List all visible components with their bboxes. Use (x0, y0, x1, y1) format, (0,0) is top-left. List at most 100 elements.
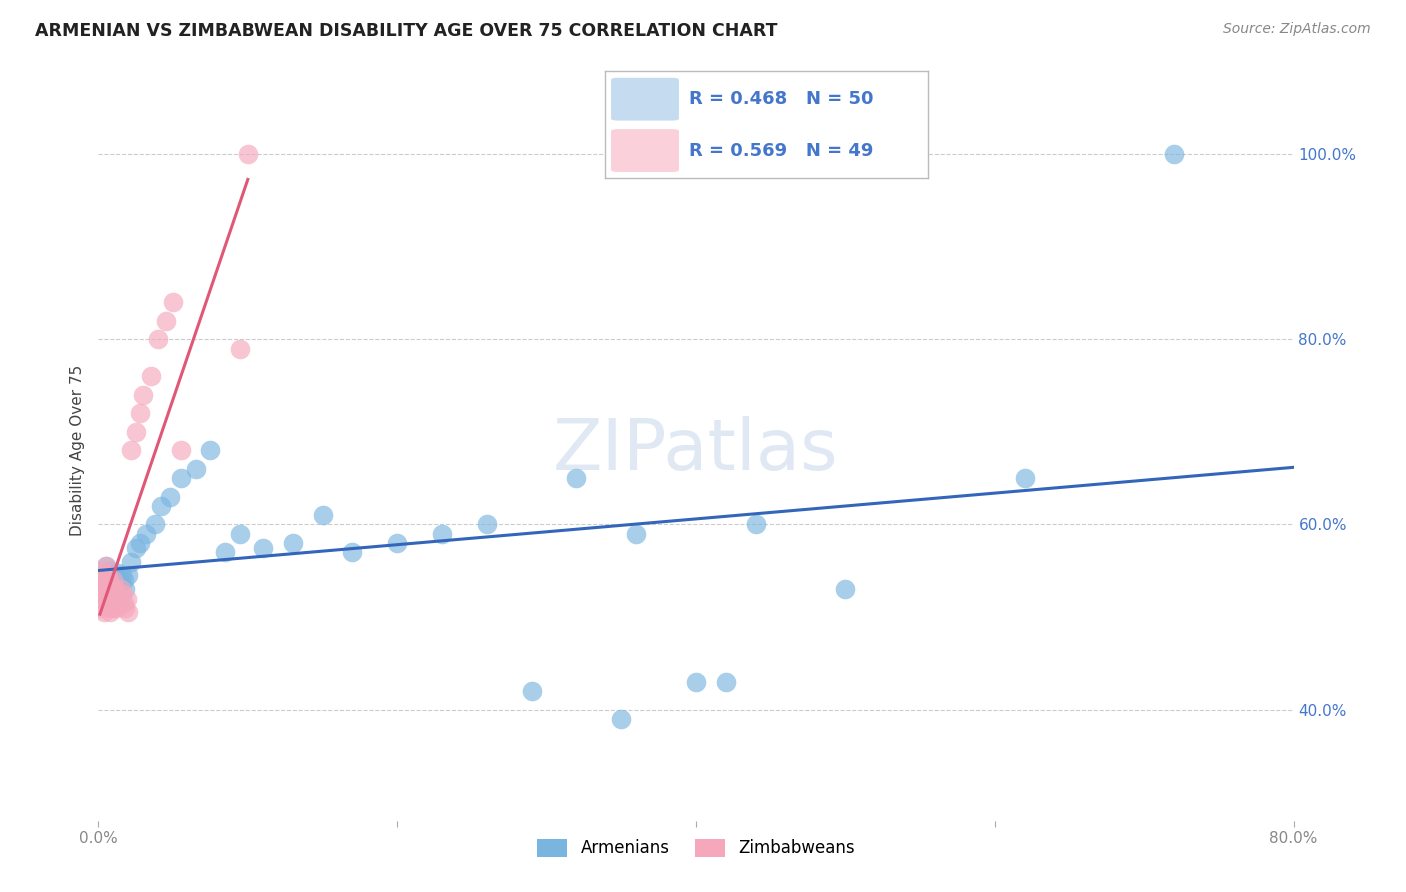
Point (96, 568, 118, 582)
Text: Source: ZipAtlas.com: Source: ZipAtlas.com (1223, 22, 1371, 37)
Point (132, 388, 155, 402)
Point (98, 577, 122, 591)
Point (281, 536, 304, 550)
Point (114, 600, 136, 615)
Point (94, 559, 117, 574)
Point (98, 591, 122, 606)
Point (430, 526, 453, 541)
Text: R = 0.569   N = 49: R = 0.569 N = 49 (689, 142, 873, 160)
FancyBboxPatch shape (612, 78, 679, 120)
Point (143, 517, 166, 532)
Text: ZIPatlas: ZIPatlas (553, 416, 839, 485)
Point (1014, 471, 1036, 485)
Point (520, 684, 543, 698)
Point (91, 564, 114, 578)
Point (1163, 147, 1185, 161)
Point (105, 600, 128, 615)
Legend: Armenians, Zimbabweans: Armenians, Zimbabweans (530, 832, 862, 864)
Point (94, 559, 117, 574)
Point (714, 674, 737, 689)
Point (90, 600, 112, 615)
Point (103, 600, 125, 615)
Point (125, 425, 148, 439)
Point (129, 536, 152, 550)
Point (120, 554, 142, 569)
Point (103, 568, 125, 582)
Point (155, 314, 177, 328)
Point (311, 508, 333, 523)
Point (385, 536, 409, 550)
Point (112, 596, 135, 610)
Point (107, 591, 129, 606)
Point (90, 568, 112, 582)
Point (110, 582, 132, 597)
Point (111, 587, 134, 601)
Point (101, 574, 124, 589)
Point (252, 541, 274, 555)
Point (112, 573, 135, 587)
Point (91, 577, 114, 591)
Point (105, 587, 128, 601)
Point (110, 574, 132, 589)
Point (120, 443, 142, 458)
Point (94, 587, 117, 601)
Point (103, 587, 125, 601)
Point (104, 582, 127, 597)
Point (129, 407, 152, 421)
Point (342, 545, 364, 559)
Point (229, 342, 252, 356)
Point (159, 490, 181, 504)
Point (103, 573, 125, 587)
Point (97, 587, 120, 601)
Text: R = 0.468   N = 50: R = 0.468 N = 50 (689, 90, 873, 108)
Point (229, 526, 252, 541)
Point (475, 517, 498, 532)
Point (184, 462, 207, 476)
Point (162, 295, 184, 310)
Point (105, 577, 128, 591)
Point (104, 596, 127, 610)
Point (97, 582, 120, 597)
Point (626, 526, 648, 541)
Point (200, 443, 222, 458)
Point (101, 582, 124, 597)
Point (125, 541, 148, 555)
Point (93, 568, 115, 582)
Point (114, 582, 136, 597)
Point (96, 582, 118, 597)
Point (104, 573, 127, 587)
Point (108, 571, 131, 585)
Point (103, 582, 125, 597)
Point (91, 591, 114, 606)
Point (834, 582, 856, 597)
Point (139, 369, 162, 384)
Point (117, 568, 139, 582)
Point (148, 332, 170, 346)
Text: ARMENIAN VS ZIMBABWEAN DISABILITY AGE OVER 75 CORRELATION CHART: ARMENIAN VS ZIMBABWEAN DISABILITY AGE OV… (35, 22, 778, 40)
Point (745, 517, 768, 532)
Point (115, 591, 138, 606)
Point (98, 591, 122, 606)
FancyBboxPatch shape (612, 129, 679, 172)
Point (98, 606, 122, 620)
Point (111, 568, 134, 582)
Point (565, 471, 588, 485)
Point (94, 591, 117, 606)
Point (236, 147, 259, 161)
Point (117, 606, 139, 620)
Point (214, 545, 236, 559)
Y-axis label: Disability Age Over 75: Disability Age Over 75 (70, 365, 86, 536)
Point (610, 712, 633, 726)
Point (101, 596, 124, 610)
Point (169, 471, 191, 485)
Point (94, 573, 117, 587)
Point (91, 577, 114, 591)
Point (97, 564, 120, 578)
Point (96, 573, 118, 587)
Point (96, 596, 118, 610)
Point (97, 600, 120, 615)
Point (98, 568, 122, 582)
Point (93, 587, 115, 601)
Point (107, 566, 129, 580)
Point (135, 526, 157, 541)
